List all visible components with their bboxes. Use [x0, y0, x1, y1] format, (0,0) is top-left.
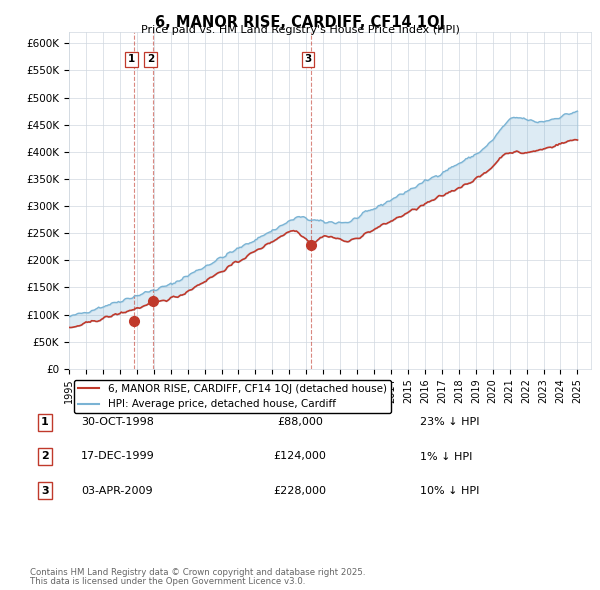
Text: 3: 3: [41, 486, 49, 496]
Text: 1% ↓ HPI: 1% ↓ HPI: [420, 451, 472, 461]
Text: 10% ↓ HPI: 10% ↓ HPI: [420, 486, 479, 496]
Text: 1: 1: [41, 417, 49, 427]
Text: £228,000: £228,000: [274, 486, 326, 496]
Text: 2: 2: [41, 451, 49, 461]
Text: 2: 2: [147, 54, 154, 64]
Text: 03-APR-2009: 03-APR-2009: [81, 486, 152, 496]
Text: This data is licensed under the Open Government Licence v3.0.: This data is licensed under the Open Gov…: [30, 578, 305, 586]
Text: £124,000: £124,000: [274, 451, 326, 461]
Text: 1: 1: [128, 54, 135, 64]
Text: Price paid vs. HM Land Registry's House Price Index (HPI): Price paid vs. HM Land Registry's House …: [140, 25, 460, 35]
Text: 23% ↓ HPI: 23% ↓ HPI: [420, 417, 479, 427]
Text: 17-DEC-1999: 17-DEC-1999: [81, 451, 155, 461]
Text: 6, MANOR RISE, CARDIFF, CF14 1QJ: 6, MANOR RISE, CARDIFF, CF14 1QJ: [155, 15, 445, 30]
Legend: 6, MANOR RISE, CARDIFF, CF14 1QJ (detached house), HPI: Average price, detached : 6, MANOR RISE, CARDIFF, CF14 1QJ (detach…: [74, 380, 391, 414]
Text: 3: 3: [304, 54, 311, 64]
Text: Contains HM Land Registry data © Crown copyright and database right 2025.: Contains HM Land Registry data © Crown c…: [30, 568, 365, 577]
Text: 30-OCT-1998: 30-OCT-1998: [81, 417, 154, 427]
Text: £88,000: £88,000: [277, 417, 323, 427]
